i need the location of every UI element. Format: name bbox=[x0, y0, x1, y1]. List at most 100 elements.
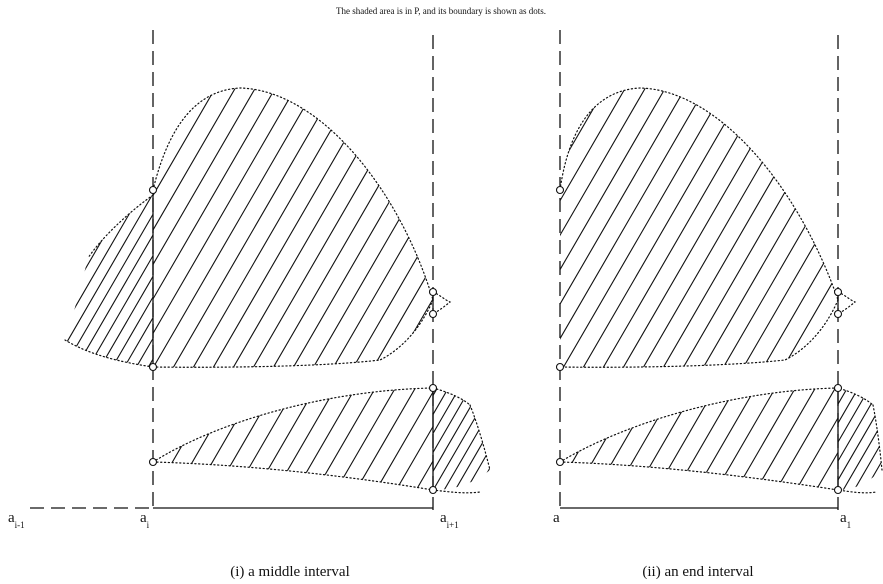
hatch-line bbox=[481, 388, 490, 490]
hatch-line bbox=[560, 88, 611, 368]
hatch-line bbox=[433, 388, 443, 490]
hatch-line bbox=[548, 380, 618, 500]
hatch-line bbox=[559, 380, 629, 500]
hatch-line bbox=[511, 80, 680, 372]
hatch-line bbox=[493, 380, 563, 500]
hatch-line bbox=[370, 88, 433, 368]
hatch-line bbox=[841, 80, 883, 372]
hatch-line bbox=[433, 388, 465, 490]
point-a-lower bbox=[555, 457, 565, 467]
hatch-line bbox=[560, 388, 601, 490]
hatch-line bbox=[389, 388, 433, 490]
hatch-line bbox=[709, 388, 781, 490]
hatch-line bbox=[838, 388, 875, 490]
hatch-line bbox=[390, 88, 433, 368]
hatch-line bbox=[760, 380, 830, 500]
hatch-line bbox=[266, 185, 374, 372]
hatch-line bbox=[560, 388, 621, 490]
hatch-line bbox=[65, 195, 111, 367]
hatch-line bbox=[133, 195, 153, 367]
point-ai-lower bbox=[148, 457, 158, 467]
hatch-line bbox=[65, 195, 153, 367]
point-a1-a bbox=[833, 287, 843, 297]
hatch-line bbox=[210, 88, 381, 368]
hatch-line bbox=[85, 195, 153, 367]
hatch-line bbox=[153, 88, 181, 368]
boundary-upper-bottom bbox=[152, 299, 434, 368]
boundary-lower-bottom bbox=[152, 461, 481, 494]
hatch-line bbox=[242, 185, 350, 372]
hatch-line bbox=[749, 388, 821, 490]
hatch-line bbox=[620, 88, 791, 368]
point-ai1-b bbox=[428, 309, 438, 319]
hatch-right-spill bbox=[433, 380, 629, 500]
hatch-lower-region-end bbox=[470, 380, 838, 500]
hatch-line bbox=[329, 388, 401, 490]
hatch-line bbox=[571, 80, 740, 372]
hatch-line bbox=[729, 388, 801, 490]
hatch-line bbox=[153, 88, 161, 368]
hatch-line bbox=[448, 388, 490, 490]
hatch-line bbox=[170, 88, 341, 368]
hatch-line bbox=[153, 88, 241, 368]
hatch-line bbox=[194, 185, 302, 372]
hatch-line bbox=[470, 380, 540, 500]
hatch-line bbox=[470, 380, 540, 500]
hatch-line bbox=[230, 185, 338, 372]
point-ai1-a bbox=[428, 287, 438, 297]
hatch-line bbox=[504, 380, 574, 500]
hatch-line bbox=[369, 388, 433, 490]
hatch-line bbox=[470, 388, 490, 490]
hatch-line bbox=[229, 388, 301, 490]
boundary-lower-right-spill bbox=[469, 404, 491, 471]
hatch-line bbox=[858, 388, 882, 490]
hatch-line bbox=[809, 388, 838, 490]
hatch-line bbox=[153, 88, 221, 368]
hatch-line bbox=[145, 195, 153, 367]
hatch-line bbox=[560, 88, 631, 368]
hatch-line bbox=[640, 88, 811, 368]
hatch-line bbox=[289, 388, 361, 490]
hatch-left-spill bbox=[65, 185, 386, 372]
hatch-line bbox=[589, 388, 661, 490]
hatch-line bbox=[569, 388, 641, 490]
point-a1-c bbox=[833, 383, 843, 393]
boundary-lower-right-spill-end bbox=[872, 404, 883, 471]
hatch-line bbox=[153, 88, 201, 368]
hatch-line bbox=[800, 88, 838, 368]
hatch-upper-region bbox=[0, 80, 800, 372]
hatch-line bbox=[838, 388, 864, 490]
panel-end-interval: a a1 (ii) an end interval bbox=[361, 30, 883, 580]
hatch-line bbox=[65, 195, 75, 367]
hatch-line bbox=[760, 88, 838, 368]
hatch-line bbox=[218, 185, 326, 372]
point-ai1-c bbox=[428, 383, 438, 393]
hatch-line bbox=[838, 388, 882, 490]
hatch-line bbox=[0, 80, 120, 372]
boundary-left-spill-bottom bbox=[64, 339, 154, 368]
hatch-line bbox=[510, 380, 580, 500]
boundary-right-nub bbox=[432, 291, 452, 315]
hatch-line bbox=[631, 80, 800, 372]
hatch-line bbox=[153, 88, 261, 368]
hatch-line bbox=[230, 88, 401, 368]
hatch-line bbox=[838, 388, 882, 490]
hatch-line bbox=[65, 195, 123, 367]
boundary-lower-top bbox=[152, 387, 471, 463]
hatch-line bbox=[609, 388, 681, 490]
hatch-line bbox=[433, 388, 487, 490]
hatch-line bbox=[361, 80, 530, 372]
hatch-line bbox=[515, 380, 585, 500]
hatch-line bbox=[309, 388, 381, 490]
hatch-line bbox=[471, 80, 640, 372]
hatch-line bbox=[700, 88, 838, 368]
hatch-line bbox=[437, 388, 490, 490]
hatch-line bbox=[153, 88, 281, 368]
hatch-line bbox=[820, 88, 838, 368]
hatch-line bbox=[560, 388, 561, 490]
hatch-line bbox=[278, 185, 386, 372]
hatch-line bbox=[551, 80, 720, 372]
hatch-line bbox=[560, 88, 591, 368]
label-a-i-plus-1: ai+1 bbox=[440, 510, 459, 530]
hatch-line bbox=[73, 195, 153, 367]
